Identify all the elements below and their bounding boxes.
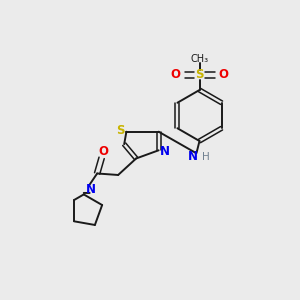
Text: N: N: [85, 183, 95, 196]
Text: S: S: [116, 124, 124, 137]
Text: O: O: [218, 68, 229, 82]
Text: N: N: [160, 145, 170, 158]
Text: H: H: [202, 152, 210, 162]
Text: CH₃: CH₃: [190, 54, 208, 64]
Text: O: O: [170, 68, 181, 82]
Text: N: N: [188, 150, 198, 164]
Text: S: S: [195, 68, 204, 82]
Text: O: O: [98, 146, 108, 158]
